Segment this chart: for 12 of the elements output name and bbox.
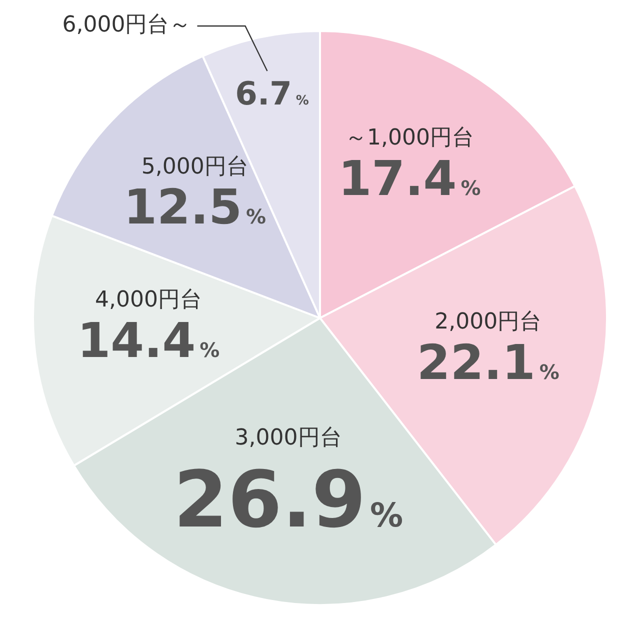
data-label: 22.1% <box>416 335 560 392</box>
slice-label: 2,000円台 <box>434 310 542 335</box>
data-label: 14.4% <box>77 313 220 370</box>
slice-label: 5,000円台 <box>141 154 248 180</box>
data-label: 17.4% <box>338 150 481 207</box>
slice-label: 3,000円台 <box>234 425 342 450</box>
slice-label: ～1,000円台 <box>345 125 474 150</box>
data-label: 6.7% <box>235 74 309 113</box>
slice-label: 4,000円台 <box>94 288 202 313</box>
slice-label: 6,000円台～ <box>62 12 192 38</box>
data-label: 12.5% <box>124 180 266 236</box>
data-label: 26.9% <box>174 455 404 546</box>
